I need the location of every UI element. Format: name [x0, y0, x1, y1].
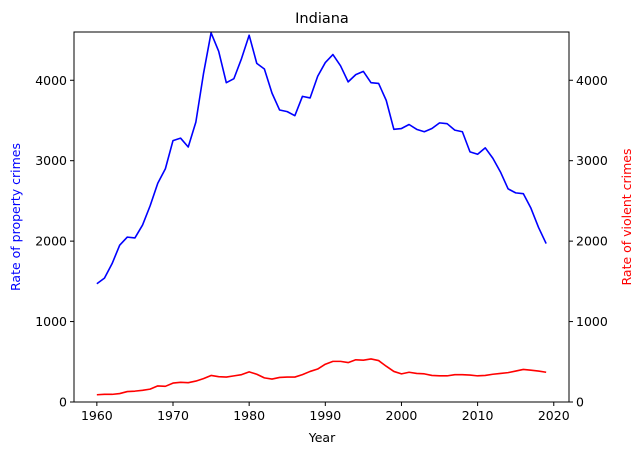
y-left-tick-label: 1000 — [35, 314, 67, 329]
y-axis-left-title: Rate of property crimes — [8, 143, 23, 291]
y-right-tick-label: 0 — [576, 395, 584, 410]
y-left-tick-label: 4000 — [35, 73, 67, 88]
y-right-tick-label: 4000 — [576, 73, 608, 88]
y-left-tick-label: 0 — [59, 395, 67, 410]
y-left-tick-label: 3000 — [35, 153, 67, 168]
y-left-tick-label: 2000 — [35, 234, 67, 249]
x-tick-label: 1970 — [157, 408, 189, 423]
x-tick-label: 1990 — [309, 408, 341, 423]
violent-crime-line — [96, 358, 547, 396]
chart-title: Indiana — [295, 11, 349, 27]
x-axis-title: Year — [308, 430, 336, 445]
y-axis-left: 0 1000 2000 3000 4000 — [35, 73, 74, 410]
y-right-tick-label: 2000 — [576, 234, 608, 249]
x-tick-label: 2020 — [538, 408, 570, 423]
x-tick-label: 2010 — [462, 408, 494, 423]
x-tick-label: 1960 — [81, 408, 113, 423]
plot-frame — [73, 31, 570, 403]
property-crime-line — [96, 31, 547, 285]
y-right-tick-label: 1000 — [576, 314, 608, 329]
x-tick-label: 1980 — [233, 408, 265, 423]
y-axis-right-title: Rate of violent crimes — [619, 149, 634, 286]
y-axis-right: 0 1000 2000 3000 4000 — [569, 73, 608, 410]
x-tick-label: 2000 — [386, 408, 418, 423]
x-axis: 1960 1970 1980 1990 2000 2010 2020 — [81, 402, 570, 423]
plot-area — [73, 31, 570, 403]
y-right-tick-label: 3000 — [576, 153, 608, 168]
